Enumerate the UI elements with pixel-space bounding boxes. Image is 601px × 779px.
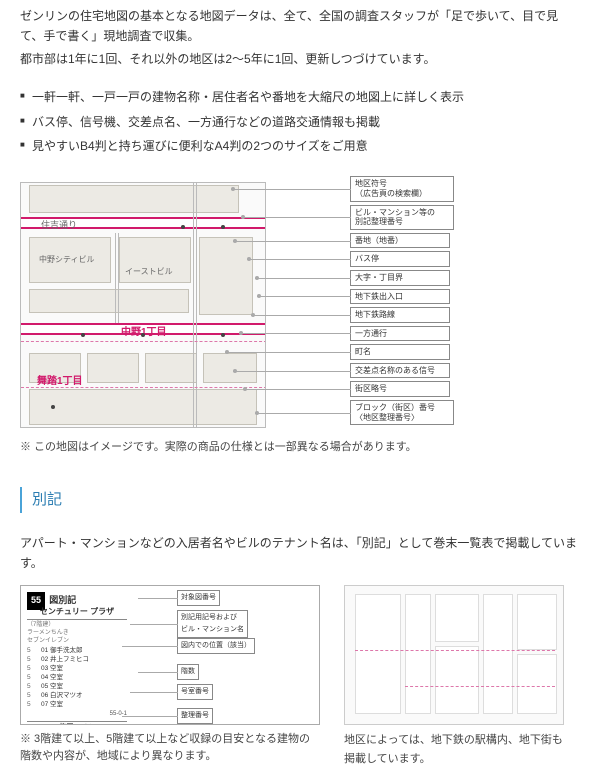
- diagram-callout: 対象図番号: [177, 590, 220, 606]
- map-callout: 大字・丁目界: [350, 270, 450, 286]
- intro-line-1: ゼンリンの住宅地図の基本となる地図データは、全て、全国の調査スタッフが「足で歩い…: [20, 6, 581, 47]
- tenant-row-text: 06 白沢マツオ: [41, 691, 83, 700]
- map-callout: 町名: [350, 344, 450, 360]
- feature-item: 一軒一軒、一戸一戸の建物名称・居住者名や番地を大縮尺の地図上に詳しく表示: [20, 87, 581, 107]
- feature-item: バス停、信号機、交差点名、一方通行などの道路交通情報も掲載: [20, 112, 581, 132]
- diagram-callout: 号室番号: [177, 684, 213, 700]
- map-callout: 地下鉄路線: [350, 307, 450, 323]
- tenant-row-prefix: 5: [27, 682, 41, 691]
- section-heading: 別記: [20, 487, 581, 513]
- tenant-row-prefix: 5: [27, 700, 41, 709]
- map-callout: 街区略号: [350, 381, 450, 397]
- map-disclaimer: ※ この地図はイメージです。実際の商品の仕様とは一部異なる場合があります。: [20, 438, 581, 457]
- tenant-row: 501 御手洗太郎: [27, 646, 127, 655]
- map-callout: ブロック（街区）番号 〈地区整理番号〉: [350, 400, 454, 425]
- floor-map-caption: 地区によっては、地下鉄の駅構内、地下街も掲載しています。: [344, 731, 564, 768]
- intro-line-2: 都市部は1年に1回、それ以外の地区は2〜5年に1回、更新しつづけています。: [20, 49, 581, 69]
- tenant-row-prefix: 5: [27, 646, 41, 655]
- tenant-addr: 55-0-1: [27, 710, 127, 718]
- tenant-row-prefix: 5: [27, 664, 41, 673]
- diagram-callout: 別記用記号および ビル・マンション名: [177, 610, 248, 638]
- map-building-label: 中野シティビル: [39, 253, 95, 267]
- tenant-row-prefix: 5: [27, 655, 41, 664]
- tenant-row: 502 井上フミヒコ: [27, 655, 127, 664]
- map-ward-label: 舞踏1丁目: [37, 373, 83, 390]
- section-description: アパート・マンションなどの入居者名やビルのテナント名は、「別記」として巻末一覧表…: [20, 533, 581, 574]
- map-callout: 一方通行: [350, 326, 450, 342]
- diagram-row: 55 図別記 センチュリー プラザ （7階建） ラーメンちんき セブンイレブン …: [20, 585, 581, 768]
- tenant-row-text: 02 井上フミヒコ: [41, 655, 89, 664]
- map-callout: 地下鉄出入口: [350, 289, 450, 305]
- tenant-row: 504 空室: [27, 673, 127, 682]
- station-floor-map: [344, 585, 564, 725]
- diagram-callout: 階数: [177, 664, 199, 680]
- map-street-label: 住吉通り: [41, 218, 77, 233]
- diagram-caption: ※ 3階建て以上、5階建て以上など収録の目安となる建物の階数や内容が、地域により…: [20, 731, 320, 764]
- tenant-row: 505 空室: [27, 682, 127, 691]
- map-callout: 交差点名称のある信号: [350, 363, 450, 379]
- building-name: センチュリー プラザ: [27, 606, 127, 619]
- tenant-row-text: 07 空室: [41, 700, 63, 709]
- tenant-row-prefix: 5: [27, 673, 41, 682]
- tenant-list: センチュリー プラザ （7階建） ラーメンちんき セブンイレブン 501 御手洗…: [27, 606, 127, 725]
- map-callout: 地区符号 （広告頁の検索欄）: [350, 176, 454, 201]
- map-callout: 番地（地番）: [350, 233, 450, 249]
- map-figure: 住吉通り 中野シティビル イーストビル 中野1丁目 舞踏1丁目 地区符号 （広告…: [20, 182, 460, 432]
- building-sub: （7階建） ラーメンちんき セブンイレブン: [27, 621, 127, 646]
- tenant-row-text: 04 空室: [41, 673, 63, 682]
- building-name-2: 梅田ハイツ: [27, 721, 127, 726]
- tenant-row-text: 01 御手洗太郎: [41, 646, 83, 655]
- map-image-frame: 住吉通り 中野シティビル イーストビル 中野1丁目 舞踏1丁目: [20, 182, 266, 428]
- feature-list: 一軒一軒、一戸一戸の建物名称・居住者名や番地を大縮尺の地図上に詳しく表示 バス停…: [20, 87, 581, 156]
- tenant-row: 503 空室: [27, 664, 127, 673]
- intro-block: ゼンリンの住宅地図の基本となる地図データは、全て、全国の調査スタッフが「足で歩い…: [20, 6, 581, 69]
- map-building-label: イーストビル: [125, 265, 173, 279]
- tenant-row: 506 白沢マツオ: [27, 691, 127, 700]
- tenant-row: 507 空室: [27, 700, 127, 709]
- diagram-left-col: 55 図別記 センチュリー プラザ （7階建） ラーメンちんき セブンイレブン …: [20, 585, 320, 764]
- tenant-row-text: 05 空室: [41, 682, 63, 691]
- tenant-row-prefix: 5: [27, 691, 41, 700]
- tenant-diagram: 55 図別記 センチュリー プラザ （7階建） ラーメンちんき セブンイレブン …: [20, 585, 320, 725]
- diagram-callout: 図内での位置（該当）: [177, 638, 255, 654]
- diagram-right-col: 地区によっては、地下鉄の駅構内、地下街も掲載しています。: [344, 585, 564, 768]
- feature-item: 見やすいB4判と持ち運びに便利なA4判の2つのサイズをご用意: [20, 136, 581, 156]
- map-callout: バス停: [350, 251, 450, 267]
- tenant-row-text: 03 空室: [41, 664, 63, 673]
- diagram-callout: 整理番号: [177, 708, 213, 724]
- map-callout: ビル・マンション等の 別記整理番号: [350, 205, 454, 230]
- map-callouts: 地区符号 （広告頁の検索欄） ビル・マンション等の 別記整理番号番地（地番） バス停…: [270, 176, 456, 428]
